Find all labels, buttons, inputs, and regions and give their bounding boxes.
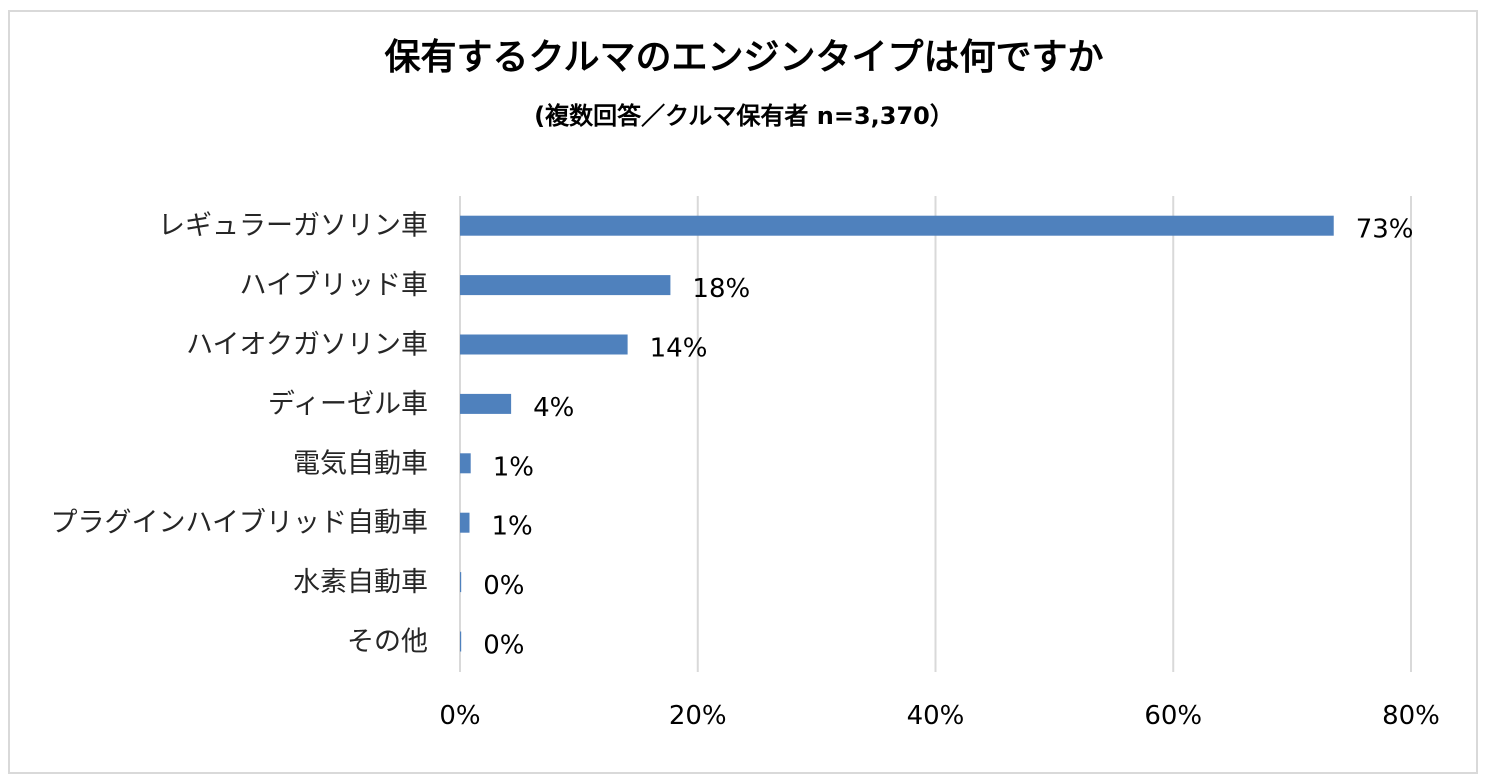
bar <box>460 572 462 593</box>
x-tick-label: 80% <box>1382 701 1440 731</box>
category-label: レギュラーガソリン車 <box>158 211 428 242</box>
value-label: 4% <box>533 393 574 423</box>
category-label: 水素自動車 <box>293 567 428 598</box>
bar <box>460 512 470 533</box>
bar <box>460 631 462 652</box>
bars <box>460 215 1334 652</box>
labels: 0% 20% 40% 60% 80% レギュラーガソリン車 73% ハイブリッド車 18% ハイオ… <box>51 211 1440 731</box>
value-label: 0% <box>483 571 524 601</box>
category-label: ハイブリッド車 <box>240 270 428 301</box>
category-label: 電気自動車 <box>293 448 428 479</box>
category-label: その他 <box>347 627 428 658</box>
bar <box>460 215 1334 236</box>
bar <box>460 453 471 474</box>
category-label: プラグインハイブリッド自動車 <box>51 508 428 539</box>
value-label: 18% <box>692 274 750 304</box>
chart-subtitle: (複数回答／クルマ保有者 n=3,370） <box>534 102 954 130</box>
value-label: 1% <box>493 452 534 482</box>
bar <box>460 334 628 355</box>
x-tick-label: 20% <box>669 701 727 731</box>
value-label: 73% <box>1356 215 1414 245</box>
category-label: ハイオクガソリン車 <box>186 330 428 361</box>
x-tick-label: 40% <box>907 701 965 731</box>
bar <box>460 275 671 296</box>
gridlines <box>459 196 1412 672</box>
x-tick-label: 60% <box>1144 701 1202 731</box>
value-label: 0% <box>483 631 524 661</box>
chart-frame <box>8 10 1478 774</box>
x-tick-label: 0% <box>439 701 480 731</box>
value-label: 1% <box>492 512 533 542</box>
chart-title: 保有するクルマのエンジンタイプは何ですか <box>384 37 1104 78</box>
bar <box>460 393 512 414</box>
category-label: ディーゼル車 <box>268 389 428 420</box>
value-label: 14% <box>650 334 708 364</box>
